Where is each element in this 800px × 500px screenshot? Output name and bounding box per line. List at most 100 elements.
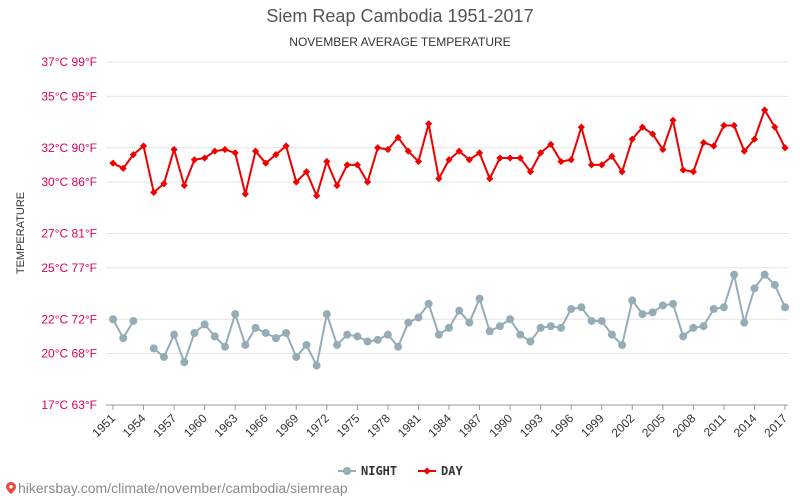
day-point (577, 123, 585, 131)
x-tick-label: 1960 (181, 411, 210, 440)
night-point (770, 280, 779, 289)
night-point (679, 332, 688, 341)
day-point (180, 181, 188, 190)
legend[interactable]: NIGHT DAY (338, 464, 463, 478)
day-point (638, 123, 647, 131)
night-point (526, 337, 535, 346)
x-tick-label: 1957 (150, 411, 179, 440)
day-point (302, 168, 311, 176)
night-point (261, 328, 270, 337)
night-point (516, 330, 525, 339)
day-point (516, 154, 524, 162)
day-point (740, 147, 748, 155)
x-tick-label: 2014 (731, 411, 760, 440)
night-point (292, 352, 301, 361)
x-tick-label: 1996 (548, 411, 577, 440)
day-point (750, 135, 759, 143)
x-tick-label: 1981 (395, 411, 424, 440)
x-tick-label: 1978 (364, 411, 393, 440)
night-point (506, 315, 515, 324)
y-tick-label: 17°C 63°F (41, 398, 97, 412)
night-point (445, 323, 453, 332)
day-point (282, 142, 290, 150)
day-point (649, 130, 657, 138)
y-tick-label: 37°C 99°F (41, 55, 97, 69)
day-point (669, 116, 677, 124)
day-point (659, 145, 667, 154)
night-point (475, 294, 484, 303)
day-point (526, 168, 535, 176)
day-point (119, 164, 127, 172)
night-point (149, 344, 158, 353)
grid-lines (106, 61, 788, 406)
legend-night-marker (343, 467, 351, 475)
x-tick-label: 1969 (273, 411, 302, 440)
day-point (251, 147, 260, 155)
night-point (231, 310, 240, 319)
night-point (333, 340, 341, 349)
night-point (465, 318, 474, 327)
night-point (190, 328, 199, 337)
night-point (719, 303, 728, 312)
night-point (628, 296, 637, 305)
night-point (577, 303, 586, 312)
night-point (353, 332, 362, 341)
night-point (485, 327, 494, 336)
x-tick-label: 1990 (486, 411, 515, 440)
day-point (170, 145, 178, 154)
x-tick-label: 1993 (517, 411, 546, 440)
night-point (119, 334, 128, 343)
night-point (567, 304, 576, 313)
x-tick-label: 1987 (456, 411, 485, 440)
night-point (343, 330, 352, 339)
night-point (536, 323, 545, 332)
x-tick-label: 2017 (761, 411, 790, 440)
night-point (221, 342, 229, 351)
day-point (201, 154, 209, 162)
y-tick-label: 20°C 68°F (41, 347, 97, 361)
day-point (262, 159, 270, 167)
night-point (607, 330, 616, 339)
night-point (455, 306, 464, 315)
day-point (241, 190, 249, 198)
legend-night-label: NIGHT (361, 464, 397, 478)
night-point (709, 304, 718, 313)
night-point (730, 270, 739, 279)
night-point (200, 320, 209, 329)
day-point (272, 151, 280, 159)
y-axis-ticks: 17°C 63°F 20°C 68°F 22°C 72°F 25°C 77°F 27°C… (41, 55, 97, 412)
night-point (109, 315, 117, 324)
day-point (730, 121, 738, 130)
y-tick-label: 27°C 81°F (41, 227, 97, 241)
day-point (587, 161, 596, 169)
night-point (383, 330, 392, 339)
night-point (271, 334, 280, 343)
day-point (323, 157, 331, 166)
y-tick-label: 35°C 95°F (41, 89, 97, 103)
night-point (210, 332, 219, 341)
night-point (373, 335, 382, 344)
night-point (740, 318, 749, 327)
day-point (567, 156, 575, 164)
day-point (689, 168, 697, 176)
day-point (557, 157, 565, 166)
day-point (710, 142, 718, 150)
night-point (322, 310, 331, 319)
day-point (608, 152, 616, 160)
day-point (781, 144, 789, 152)
night-point (750, 284, 759, 293)
night-point (760, 270, 769, 279)
day-point (465, 156, 473, 164)
x-tick-label: 1975 (334, 411, 363, 440)
x-tick-label: 2002 (609, 411, 638, 440)
night-point (648, 308, 657, 317)
night-point (424, 299, 433, 308)
day-point (455, 147, 463, 155)
footer-link[interactable]: hikersbay.com/climate/november/cambodia/… (18, 480, 348, 496)
night-point (170, 330, 179, 339)
footer[interactable]: hikersbay.com/climate/november/cambodia/… (6, 480, 348, 496)
night-point (302, 340, 311, 349)
legend-day-label: DAY (441, 464, 463, 478)
day-point (771, 123, 779, 131)
